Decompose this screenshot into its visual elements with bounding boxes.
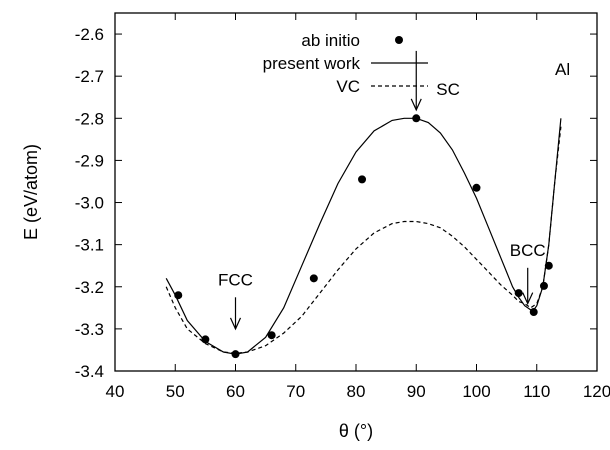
legend-label-1: present work — [263, 54, 361, 73]
annotation-label-sc: SC — [436, 80, 460, 99]
x-tick-label: 40 — [106, 382, 125, 401]
x-tick-label: 100 — [462, 382, 490, 401]
legend-label-0: ab initio — [301, 31, 360, 50]
y-tick-label: -3.0 — [75, 194, 104, 213]
y-tick-label: -3.4 — [75, 362, 104, 381]
legend-label-2: VC — [336, 77, 360, 96]
x-tick-label: 120 — [583, 382, 610, 401]
corner-label: Al — [555, 60, 570, 79]
x-tick-label: 60 — [226, 382, 245, 401]
ab-initio-point — [201, 335, 210, 344]
annotation-arrow-head — [410, 98, 422, 112]
y-tick-label: -2.7 — [75, 67, 104, 86]
ab-initio-point — [514, 289, 523, 298]
x-tick-label: 110 — [523, 382, 550, 401]
y-axis-label: E (eV/atom) — [21, 144, 41, 240]
vc-line — [165, 126, 562, 354]
x-tick-label: 50 — [166, 382, 185, 401]
legend: ab initio present work VC — [263, 31, 428, 96]
x-axis-label: θ (°) — [339, 421, 373, 441]
y-tick-label: -3.3 — [75, 320, 104, 339]
annotation-arrow-head — [522, 292, 534, 306]
x-tick-label: 80 — [347, 382, 366, 401]
ab-initio-point — [472, 183, 481, 192]
ab-initio-point — [267, 331, 276, 340]
series-layer — [165, 114, 562, 359]
annotation-arrow-head — [229, 317, 242, 331]
y-tick-label: -3.2 — [75, 278, 104, 297]
ab-initio-point — [358, 175, 367, 184]
x-tick-label: 70 — [286, 382, 305, 401]
ab-initio-point — [539, 281, 548, 290]
legend-marker-points — [395, 36, 403, 44]
y-axis-ticks: -3.4 -3.3 -3.2 -3.1 -3.0 -2.9 -2.8 -2.7 -2.6 — [75, 25, 597, 381]
annotation-label-bcc: BCC — [510, 241, 546, 260]
y-tick-label: -2.8 — [75, 109, 104, 128]
x-axis-ticks: 40 50 60 70 80 90 100 110 120 — [106, 13, 610, 401]
present-work-line — [165, 117, 562, 355]
ab-initio-point — [544, 261, 553, 270]
ab-initio-point — [309, 274, 318, 283]
annotation-layer: FCC SC BCC — [218, 50, 546, 331]
annotation-label-fcc: FCC — [218, 270, 253, 289]
y-tick-label: -2.6 — [75, 25, 104, 44]
y-tick-label: -3.1 — [75, 236, 104, 255]
x-tick-label: 90 — [407, 382, 426, 401]
y-tick-label: -2.9 — [75, 151, 104, 170]
